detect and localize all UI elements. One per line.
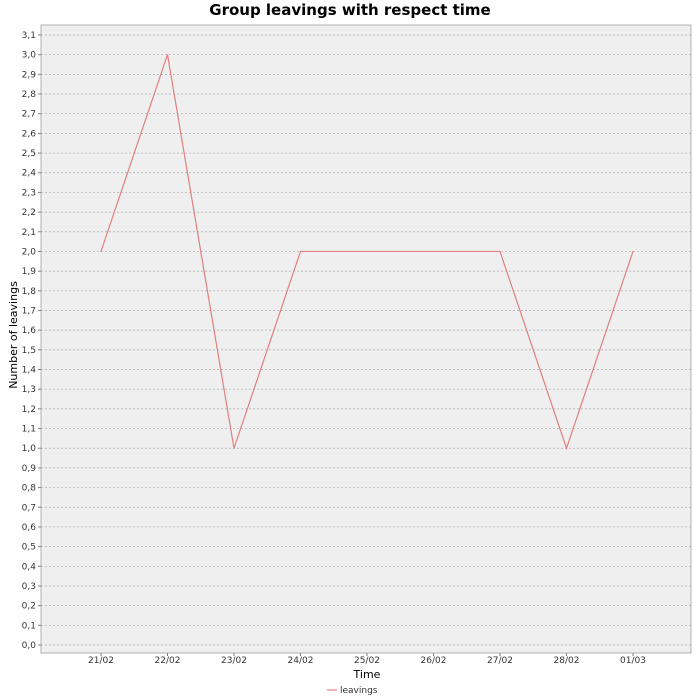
y-tick-label: 0,6: [22, 523, 37, 533]
y-tick-label: 0,8: [22, 484, 37, 494]
y-tick-label: 0,7: [22, 503, 36, 513]
y-tick-label: 1,5: [22, 346, 36, 356]
x-tick-label: 28/02: [554, 656, 580, 666]
data-point: [299, 250, 302, 253]
x-tick-label: 22/02: [155, 656, 181, 666]
y-tick-label: 1,6: [22, 326, 37, 336]
y-tick-label: 0,4: [22, 562, 37, 572]
x-tick-label: 21/02: [88, 656, 114, 666]
y-tick-label: 1,7: [22, 306, 36, 316]
x-tick-label: 25/02: [354, 656, 380, 666]
legend: leavings: [327, 686, 378, 696]
y-tick-label: 2,3: [22, 188, 36, 198]
y-tick-label: 1,4: [22, 366, 37, 376]
data-point: [100, 250, 102, 253]
y-tick-label: 1,0: [22, 444, 37, 454]
x-tick-label: 26/02: [421, 656, 447, 666]
x-axis-ticks: 21/02 22/02 23/02 24/02 25/02 26/02 27/02 28/02…: [88, 653, 646, 666]
y-tick-label: 1,9: [22, 267, 37, 277]
y-tick-label: 2,4: [22, 169, 37, 179]
y-tick-label: 2,0: [22, 247, 37, 257]
data-point: [166, 54, 169, 56]
y-tick-label: 0,5: [22, 543, 36, 553]
data-point: [499, 250, 501, 253]
y-tick-label: 0,2: [22, 602, 36, 612]
y-tick-label: 2,9: [22, 70, 37, 80]
data-point: [632, 250, 634, 253]
y-tick-label: 2,2: [22, 208, 36, 218]
y-tick-label: 0,3: [22, 582, 36, 592]
y-tick-label: 1,8: [22, 287, 37, 297]
x-tick-label: 01/03: [620, 656, 646, 666]
data-point: [233, 447, 235, 449]
y-tick-label: 2,6: [22, 129, 37, 139]
y-tick-label: 3,0: [22, 51, 37, 61]
y-tick-label: 0,9: [22, 464, 37, 474]
x-axis-label: Time: [353, 668, 381, 681]
plot-area: [40, 24, 692, 654]
y-tick-label: 3,1: [22, 31, 36, 41]
series-layer: [100, 54, 634, 451]
y-tick-label: 2,1: [22, 228, 36, 238]
y-axis-label: Number of leavings: [7, 281, 20, 389]
y-axis-ticks: 0,0 0,1 0,2 0,3 0,4 0,5 0,6 0,7 0,8 0,9 1,0 1,1 1,2 1…: [22, 31, 41, 651]
y-tick-label: 2,8: [22, 90, 37, 100]
y-tick-label: 1,1: [22, 425, 36, 435]
y-tick-label: 0,0: [22, 641, 37, 651]
plot-background: [40, 24, 692, 654]
y-tick-label: 2,5: [22, 149, 36, 159]
x-tick-label: 23/02: [221, 656, 247, 666]
y-tick-label: 2,7: [22, 110, 36, 120]
y-tick-label: 1,3: [22, 385, 36, 395]
y-tick-label: 1,2: [22, 405, 36, 415]
legend-label: leavings: [340, 686, 378, 696]
gridlines: [41, 34, 691, 646]
x-tick-label: 27/02: [487, 656, 513, 666]
x-tick-label: 24/02: [288, 656, 314, 666]
data-point: [565, 447, 568, 449]
chart-title: Group leavings with respect time: [209, 1, 490, 19]
y-tick-label: 0,1: [22, 621, 36, 631]
